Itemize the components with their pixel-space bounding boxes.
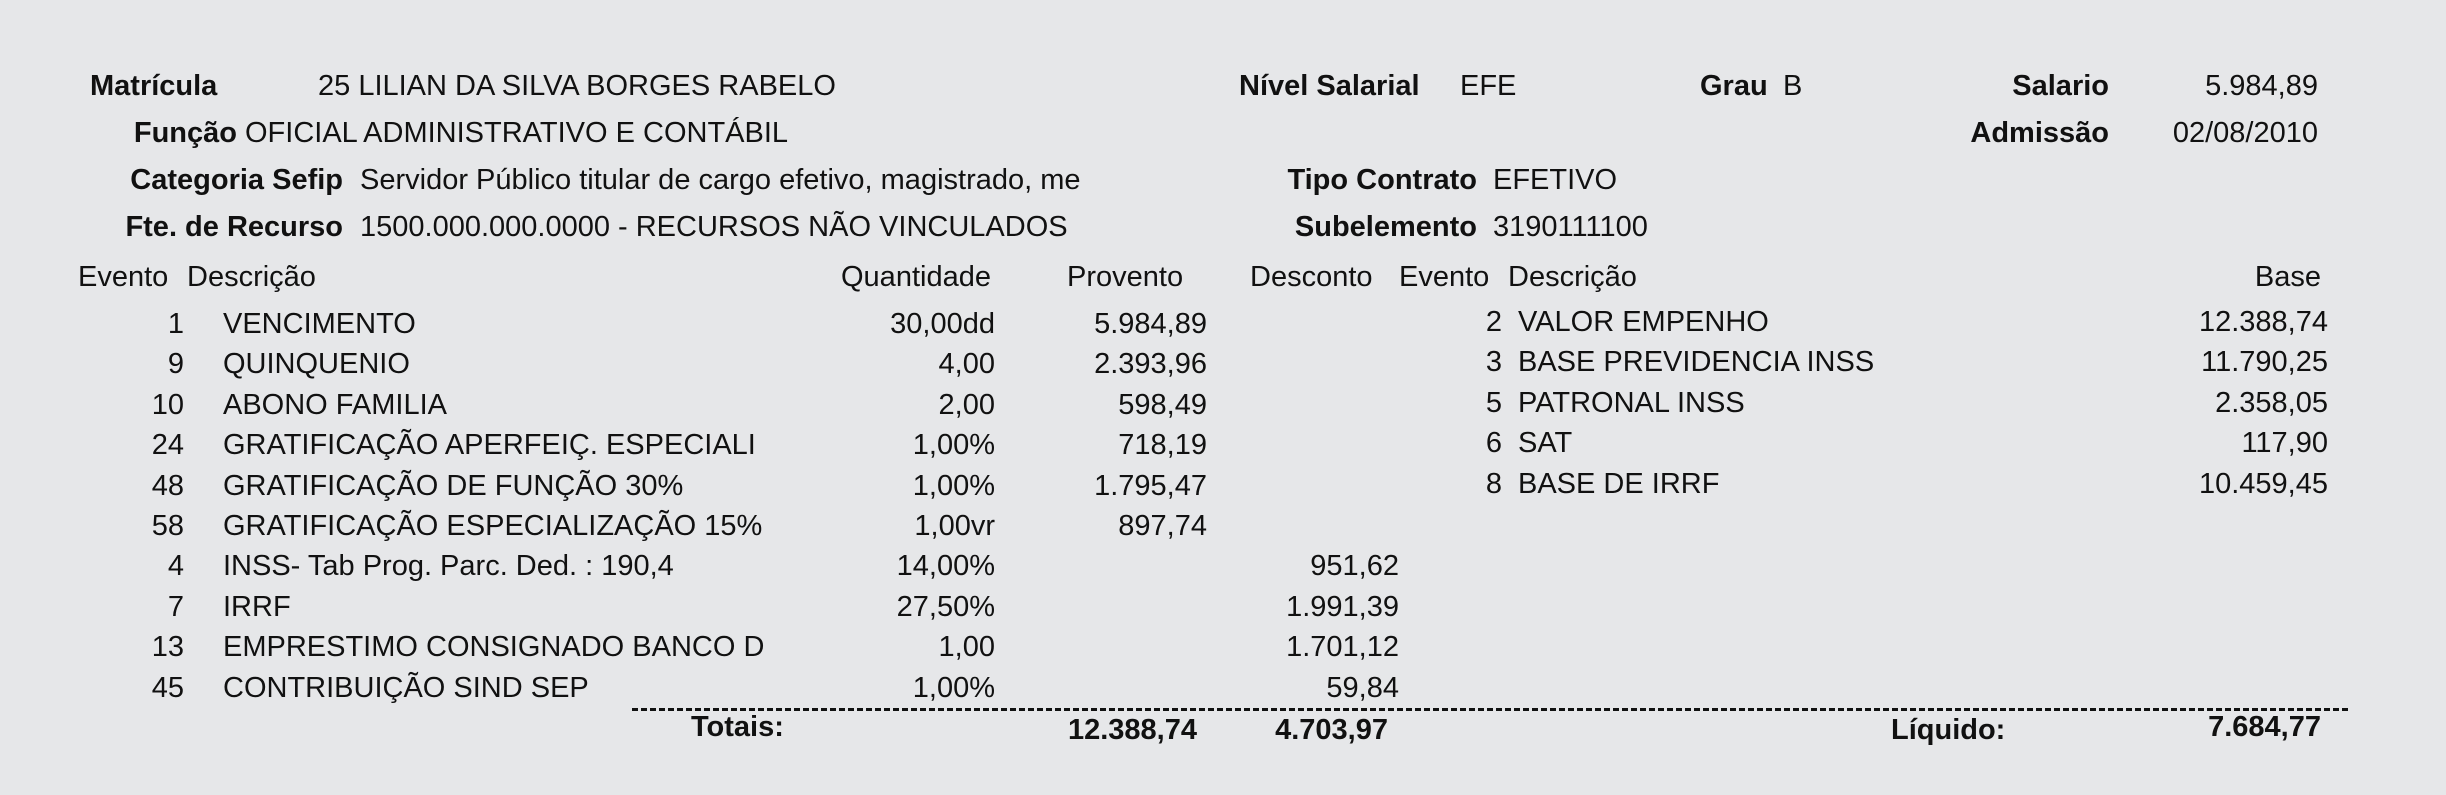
event-desconto: 1.701,12 bbox=[1286, 631, 1399, 664]
event-code: 45 bbox=[151, 671, 184, 704]
salario-value: 5.984,89 bbox=[2205, 70, 2318, 102]
event-description: CONTRIBUIÇÃO SIND SEP bbox=[223, 671, 589, 704]
col-evento: Evento bbox=[78, 261, 169, 293]
event-quantity: 1,00% bbox=[912, 469, 995, 502]
funcao-label: Função bbox=[133, 117, 237, 149]
event-quantity: 1,00vr bbox=[914, 510, 995, 542]
event-quantity: 27,50% bbox=[896, 590, 995, 623]
col-provento: Provento bbox=[1067, 261, 1184, 293]
event-quantity: 1,00% bbox=[912, 429, 995, 462]
event-description: VENCIMENTO bbox=[223, 308, 416, 340]
event-desconto: 951,62 bbox=[1310, 550, 1399, 583]
funcao-value: OFICIAL ADMINISTRATIVO E CONTÁBIL bbox=[245, 117, 789, 149]
event-description: ABONO FAMILIA bbox=[223, 388, 447, 421]
base-description: SAT bbox=[1518, 427, 1573, 460]
col-quantidade: Quantidade bbox=[841, 261, 991, 293]
tipo-contrato-value: EFETIVO bbox=[1493, 164, 1618, 196]
base-value: 11.790,25 bbox=[2201, 346, 2328, 379]
tipo-contrato-label: Tipo Contrato bbox=[1287, 164, 1477, 196]
event-description: EMPRESTIMO CONSIGNADO BANCO D bbox=[223, 631, 765, 664]
categoria-value: Servidor Público titular de cargo efetiv… bbox=[360, 164, 1081, 196]
event-code: 13 bbox=[151, 631, 184, 664]
totals-descontos: 4.703,97 bbox=[1275, 714, 1388, 746]
event-description: QUINQUENIO bbox=[223, 348, 410, 381]
nivel-label: Nível Salarial bbox=[1239, 70, 1420, 102]
event-quantity: 14,00% bbox=[896, 550, 995, 583]
matricula-value: 25 LILIAN DA SILVA BORGES RABELO bbox=[318, 70, 836, 102]
event-description: GRATIFICAÇÃO APERFEIÇ. ESPECIALI bbox=[223, 429, 756, 462]
liquido-label: Líquido: bbox=[1891, 714, 2006, 746]
event-description: GRATIFICAÇÃO ESPECIALIZAÇÃO 15% bbox=[223, 510, 763, 542]
event-quantity: 1,00% bbox=[912, 671, 995, 704]
subelemento-value: 3190111100 bbox=[1493, 211, 1648, 243]
matricula-label: Matrícula bbox=[90, 70, 218, 102]
event-provento: 5.984,89 bbox=[1094, 308, 1207, 340]
event-code: 48 bbox=[151, 469, 184, 502]
event-code: 58 bbox=[151, 510, 184, 542]
categoria-label: Categoria Sefip bbox=[130, 164, 343, 196]
event-provento: 598,49 bbox=[1118, 388, 1207, 421]
subelemento-label: Subelemento bbox=[1294, 211, 1477, 243]
event-code: 24 bbox=[151, 429, 184, 462]
event-provento: 1.795,47 bbox=[1094, 469, 1207, 502]
event-code: 1 bbox=[167, 308, 184, 340]
col-descricao-base: Descrição bbox=[1508, 261, 1637, 293]
col-desconto: Desconto bbox=[1250, 261, 1373, 293]
col-base: Base bbox=[2254, 261, 2321, 293]
event-description: INSS- Tab Prog. Parc. Ded. : 190,4 bbox=[223, 550, 674, 583]
totals-proventos: 12.388,74 bbox=[1067, 714, 1197, 746]
event-code: 7 bbox=[167, 590, 184, 623]
event-description: IRRF bbox=[223, 590, 291, 623]
event-code: 10 bbox=[151, 388, 184, 421]
col-descricao: Descrição bbox=[187, 261, 316, 293]
event-code: 4 bbox=[167, 550, 184, 583]
event-quantity: 4,00 bbox=[938, 348, 995, 381]
base-description: VALOR EMPENHO bbox=[1518, 306, 1769, 338]
salario-label: Salario bbox=[2012, 70, 2109, 102]
base-code: 3 bbox=[1485, 346, 1502, 379]
nivel-value: EFE bbox=[1460, 70, 1517, 102]
event-quantity: 30,00dd bbox=[890, 308, 995, 340]
event-provento: 718,19 bbox=[1118, 429, 1207, 462]
grau-label: Grau bbox=[1700, 70, 1768, 102]
event-desconto: 1.991,39 bbox=[1286, 590, 1399, 623]
base-value: 12.388,74 bbox=[2198, 306, 2328, 338]
admissao-value: 02/08/2010 bbox=[2172, 117, 2318, 149]
liquido-value: 7.684,77 bbox=[2208, 711, 2321, 743]
event-description: GRATIFICAÇÃO DE FUNÇÃO 30% bbox=[223, 469, 684, 502]
admissao-label: Admissão bbox=[1970, 117, 2109, 149]
event-provento: 897,74 bbox=[1118, 510, 1207, 542]
base-code: 5 bbox=[1485, 386, 1502, 419]
base-value: 10.459,45 bbox=[2198, 467, 2328, 500]
event-desconto: 59,84 bbox=[1326, 671, 1399, 704]
base-value: 2.358,05 bbox=[2215, 386, 2328, 419]
event-provento: 2.393,96 bbox=[1094, 348, 1207, 381]
base-code: 6 bbox=[1485, 427, 1502, 460]
totals-label: Totais: bbox=[691, 711, 784, 743]
totals-divider bbox=[632, 708, 2348, 711]
base-value: 117,90 bbox=[2241, 427, 2328, 460]
col-evento-base: Evento bbox=[1399, 261, 1490, 293]
base-description: PATRONAL INSS bbox=[1518, 386, 1745, 419]
base-code: 2 bbox=[1485, 306, 1502, 338]
event-quantity: 2,00 bbox=[938, 388, 995, 421]
event-code: 9 bbox=[167, 348, 184, 381]
base-code: 8 bbox=[1485, 467, 1502, 500]
grau-value: B bbox=[1783, 70, 1803, 102]
fonte-value: 1500.000.000.0000 - RECURSOS NÃO VINCULA… bbox=[360, 211, 1068, 243]
base-description: BASE PREVIDENCIA INSS bbox=[1518, 346, 1875, 379]
base-description: BASE DE IRRF bbox=[1518, 467, 1720, 500]
event-quantity: 1,00 bbox=[938, 631, 995, 664]
fonte-label: Fte. de Recurso bbox=[125, 211, 343, 243]
